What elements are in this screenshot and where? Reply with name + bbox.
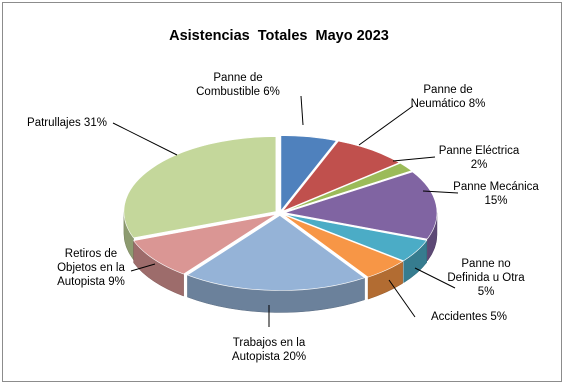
slice-label-retiros-de-objetos-en-la-autopista: Retiros de Objetos en la Autopista 9%	[57, 248, 125, 288]
pie-slice-patrullajes	[123, 136, 277, 239]
pie-slice-panne-de-combustible	[280, 135, 337, 212]
pie-tops	[123, 135, 438, 291]
pie-slice-panne-de-neumatico	[281, 140, 400, 212]
chart-title: Asistencias Totales Mayo 2023	[169, 28, 389, 44]
leader-line-panne-mecanica	[422, 190, 459, 194]
pie-slice-panne-mecanica	[284, 171, 438, 240]
slice-labels: Panne de Combustible 6% Panne de Neumático …	[27, 72, 539, 363]
chart-frame: Asistencias Totales Mayo 2023 Panne de Co…	[2, 2, 562, 382]
leader-line-patrullajes	[112, 122, 178, 156]
pie-slice-accidentes	[283, 214, 404, 278]
slice-label-panne-de-combustible: Panne de Combustible 6%	[196, 72, 280, 98]
slice-label-panne-electrica: Panne Eléctrica 2%	[439, 145, 520, 171]
slice-label-trabajos-en-la-autopista: Trabajos en la Autopista 20%	[232, 337, 306, 363]
pie-slice-trabajos-en-la-autopista	[186, 215, 366, 291]
pie-chart: Asistencias Totales Mayo 2023 Panne de Co…	[27, 28, 539, 363]
slice-label-panne-mecanica: Panne Mecánica 15%	[453, 181, 539, 207]
leader-line-retiros-de-objetos-en-la-autopista	[130, 263, 156, 272]
leader-line-panne-no-definida-u-otra	[414, 267, 456, 289]
leader-line-panne-electrica	[392, 156, 436, 162]
slice-label-panne-de-neumatico: Panne de Neumático 8%	[411, 84, 486, 110]
slice-label-panne-no-definida-u-otra: Panne no Definida u Otra 5%	[447, 258, 525, 298]
leader-line-panne-de-combustible	[300, 95, 304, 126]
leader-line-accidentes	[388, 279, 416, 318]
pie-sides	[123, 211, 438, 313]
leader-line-panne-de-neumatico	[358, 105, 414, 146]
slice-label-accidentes: Accidentes 5%	[431, 311, 507, 323]
leader-lines	[112, 95, 459, 327]
pie-slice-retiros-de-objetos-en-la-autopista	[133, 214, 277, 275]
slice-label-patrullajes: Patrullajes 31%	[27, 117, 107, 129]
pie-slice-panne-no-definida-u-otra	[284, 213, 428, 262]
pie-slice-panne-electrica	[283, 162, 413, 212]
